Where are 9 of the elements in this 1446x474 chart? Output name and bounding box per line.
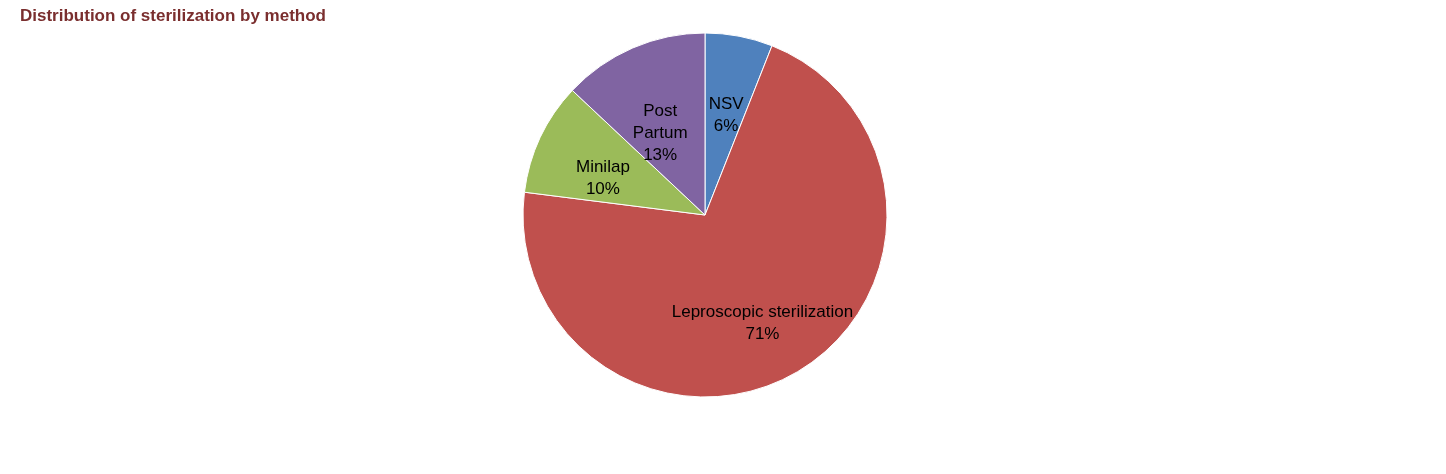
slice-label: Post Partum — [632, 101, 688, 143]
data-label: 6% — [713, 116, 739, 136]
slice-label: NSV — [708, 94, 745, 114]
slice-label: Leproscopic sterilization — [671, 302, 854, 322]
data-label: 71% — [745, 324, 780, 344]
data-label: 13% — [643, 145, 678, 165]
text: Distribution of sterilization by method — [20, 6, 326, 25]
data-label: 10% — [585, 178, 620, 198]
slice-label: Minilap — [575, 156, 630, 176]
